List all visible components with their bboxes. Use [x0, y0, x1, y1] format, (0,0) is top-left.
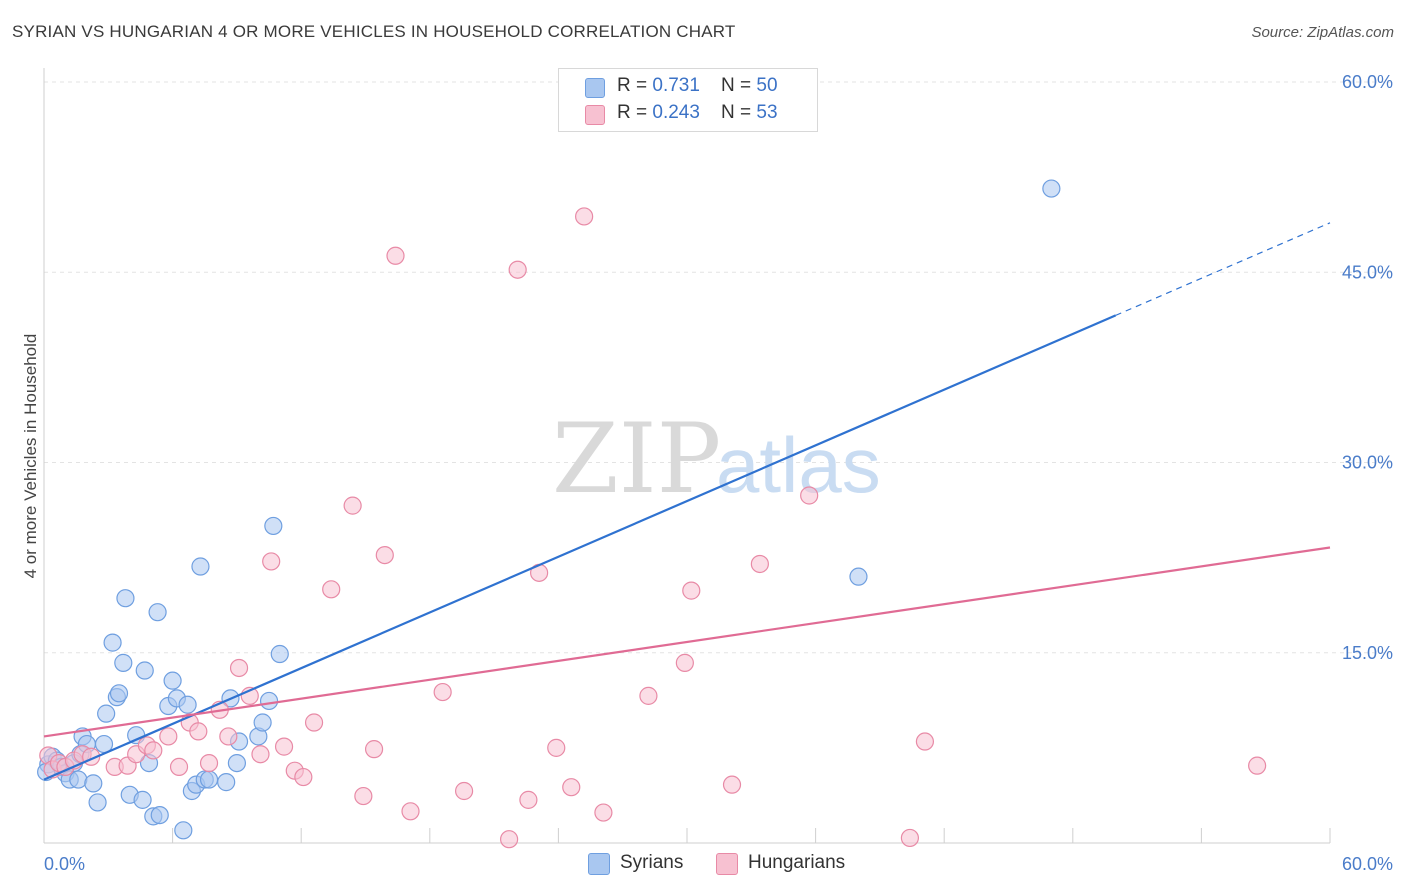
data-point [159, 727, 178, 746]
legend-label-syrians: Syrians [620, 852, 684, 873]
legend-swatch-hungarians [716, 853, 738, 875]
y-axis-label: 4 or more Vehicles in Household [21, 334, 40, 579]
data-point [682, 581, 701, 600]
data-point [562, 778, 581, 797]
watermark-zip: ZIP [552, 403, 721, 515]
data-point [519, 790, 538, 809]
trend-line-syrians-extension [1115, 222, 1331, 316]
data-point [253, 713, 272, 732]
x-tick-label-max: 60.0% [1342, 854, 1393, 874]
data-point [575, 207, 594, 226]
watermark-atlas: atlas [716, 421, 881, 509]
series-syrians-points [37, 179, 1061, 840]
data-point [229, 658, 249, 678]
legend-r-label: R = [617, 102, 653, 123]
data-point [174, 821, 193, 840]
data-point [401, 802, 420, 821]
data-point [97, 704, 116, 723]
data-point [150, 805, 169, 825]
data-point [116, 589, 135, 608]
data-point [900, 828, 920, 848]
data-point [88, 793, 107, 812]
data-point [294, 767, 313, 787]
data-point [103, 633, 122, 652]
data-point [199, 770, 219, 789]
y-axis-tick-labels: 15.0% 30.0% 45.0% 60.0% [1342, 72, 1393, 663]
data-point [270, 644, 289, 664]
trend-lines [43, 222, 1331, 781]
legend-r-value: 0.731 [652, 75, 700, 96]
trend-line-hungarians [43, 546, 1331, 738]
data-point [1248, 756, 1267, 775]
data-point [322, 580, 341, 599]
y-tick-label: 15.0% [1342, 643, 1393, 663]
data-point [639, 686, 658, 705]
data-point [163, 671, 182, 690]
legend-swatch-syrians [588, 853, 610, 875]
data-point [217, 773, 236, 792]
legend-r-label: R = [617, 75, 653, 96]
data-point [750, 554, 769, 574]
legend-n-label: N = [721, 102, 757, 123]
data-point [915, 732, 935, 751]
legend-r-value: 0.243 [652, 102, 700, 123]
x-axis-ticks [43, 828, 1331, 843]
chart-title: SYRIAN VS HUNGARIAN 4 OR MORE VEHICLES I… [12, 22, 736, 41]
data-point [508, 260, 527, 279]
data-point [500, 830, 519, 849]
legend-n-value: 53 [756, 102, 778, 123]
legend-n-value: 50 [756, 75, 778, 96]
data-point [800, 486, 819, 505]
data-point [364, 740, 384, 759]
data-point [144, 741, 163, 760]
series-hungarians-points [39, 207, 1267, 849]
data-point [375, 545, 394, 565]
data-point [722, 775, 742, 794]
data-point [109, 684, 129, 703]
data-point [199, 753, 219, 773]
data-point [1042, 179, 1061, 198]
source-label: Source: ZipAtlas.com [1251, 24, 1394, 41]
legend-n-label: N = [721, 75, 757, 96]
data-point [675, 653, 694, 672]
data-point [304, 713, 324, 732]
x-tick-label-min: 0.0% [44, 854, 85, 874]
data-point [227, 753, 246, 773]
data-point [178, 695, 197, 714]
data-point [169, 757, 189, 777]
data-point [189, 722, 208, 741]
data-point [148, 603, 167, 622]
data-point [849, 567, 868, 586]
data-point [594, 803, 613, 822]
legend-swatch-hungarians [585, 105, 605, 125]
data-point [69, 770, 88, 789]
legend-label-hungarians: Hungarians [748, 852, 846, 873]
data-point [454, 781, 474, 801]
data-point [264, 516, 283, 536]
data-point [133, 790, 152, 809]
data-point [219, 727, 238, 746]
legend-swatch-syrians [585, 78, 605, 98]
trend-line-syrians [43, 314, 1117, 781]
data-point [547, 738, 566, 757]
y-tick-label: 45.0% [1342, 262, 1393, 282]
data-point [343, 496, 362, 515]
data-point [259, 691, 279, 711]
data-point [262, 552, 281, 571]
data-point [135, 661, 154, 680]
data-point [274, 737, 294, 756]
data-point [251, 745, 270, 764]
data-point [354, 786, 373, 806]
correlation-legend: R = 0.731 N = 50 R = 0.243 N = 53 [558, 68, 818, 132]
y-tick-label: 60.0% [1342, 72, 1393, 92]
y-tick-label: 30.0% [1342, 453, 1393, 473]
data-point [84, 774, 103, 793]
watermark: ZIP atlas [552, 403, 881, 515]
data-point [433, 682, 452, 702]
data-point [191, 557, 210, 576]
data-point [114, 653, 133, 672]
data-point [386, 246, 405, 265]
